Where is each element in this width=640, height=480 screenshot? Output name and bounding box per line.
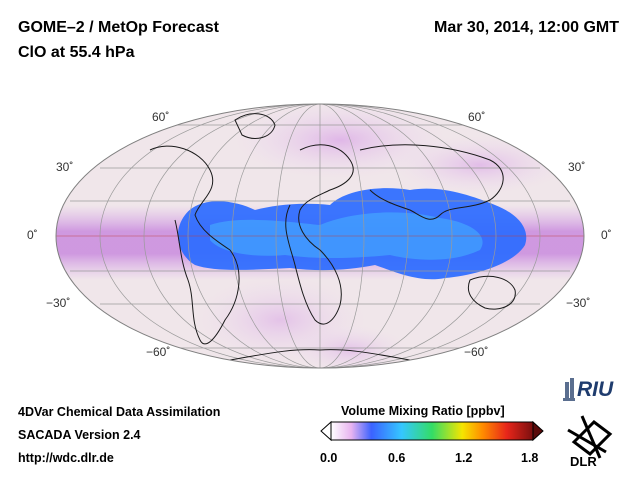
lat-label-s60-left: −60˚ <box>146 345 171 359</box>
colorbar-tick-0: 0.0 <box>320 451 338 465</box>
colorbar-tick-1: 0.6 <box>388 451 406 465</box>
lat-label-n30-right: 30˚ <box>568 160 586 174</box>
colorbar-tick-2: 1.2 <box>455 451 473 465</box>
colorbar-gradient <box>330 421 534 441</box>
lat-label-eq-left: 0˚ <box>27 228 38 242</box>
colorbar-title: Volume Mixing Ratio [ppbv] <box>341 404 505 418</box>
colorbar-low-arrow <box>320 420 332 442</box>
colorbar-tick-3: 1.8 <box>521 451 539 465</box>
lat-label-s60-right: −60˚ <box>464 345 489 359</box>
colorbar <box>320 420 544 442</box>
footer-line-2: SACADA Version 2.4 <box>18 428 141 442</box>
lat-label-n30-left: 30˚ <box>56 160 74 174</box>
lat-label-s30-left: −30˚ <box>46 296 71 310</box>
title-line-1: GOME–2 / MetOp Forecast <box>18 19 219 36</box>
colorbar-high-arrow <box>532 420 544 442</box>
footer-link[interactable]: http://wdc.dlr.de <box>18 451 114 465</box>
title-line-2: ClO at 55.4 hPa <box>18 44 135 61</box>
datetime-label: Mar 30, 2014, 12:00 GMT <box>434 19 619 36</box>
riu-logo-text: RIU <box>577 378 614 401</box>
dlr-logo: DLR <box>567 415 613 468</box>
lat-label-n60-left: 60˚ <box>152 110 170 124</box>
riu-logo: RIU <box>563 378 614 401</box>
lat-label-eq-right: 0˚ <box>601 228 612 242</box>
lat-label-s30-right: −30˚ <box>566 296 591 310</box>
lat-label-n60-right: 60˚ <box>468 110 486 124</box>
globe-outline <box>55 103 585 369</box>
dlr-logo-text: DLR <box>570 454 597 468</box>
footer-line-1: 4DVar Chemical Data Assimilation <box>18 405 221 419</box>
coastlines <box>149 113 516 361</box>
field-layer <box>56 104 584 368</box>
